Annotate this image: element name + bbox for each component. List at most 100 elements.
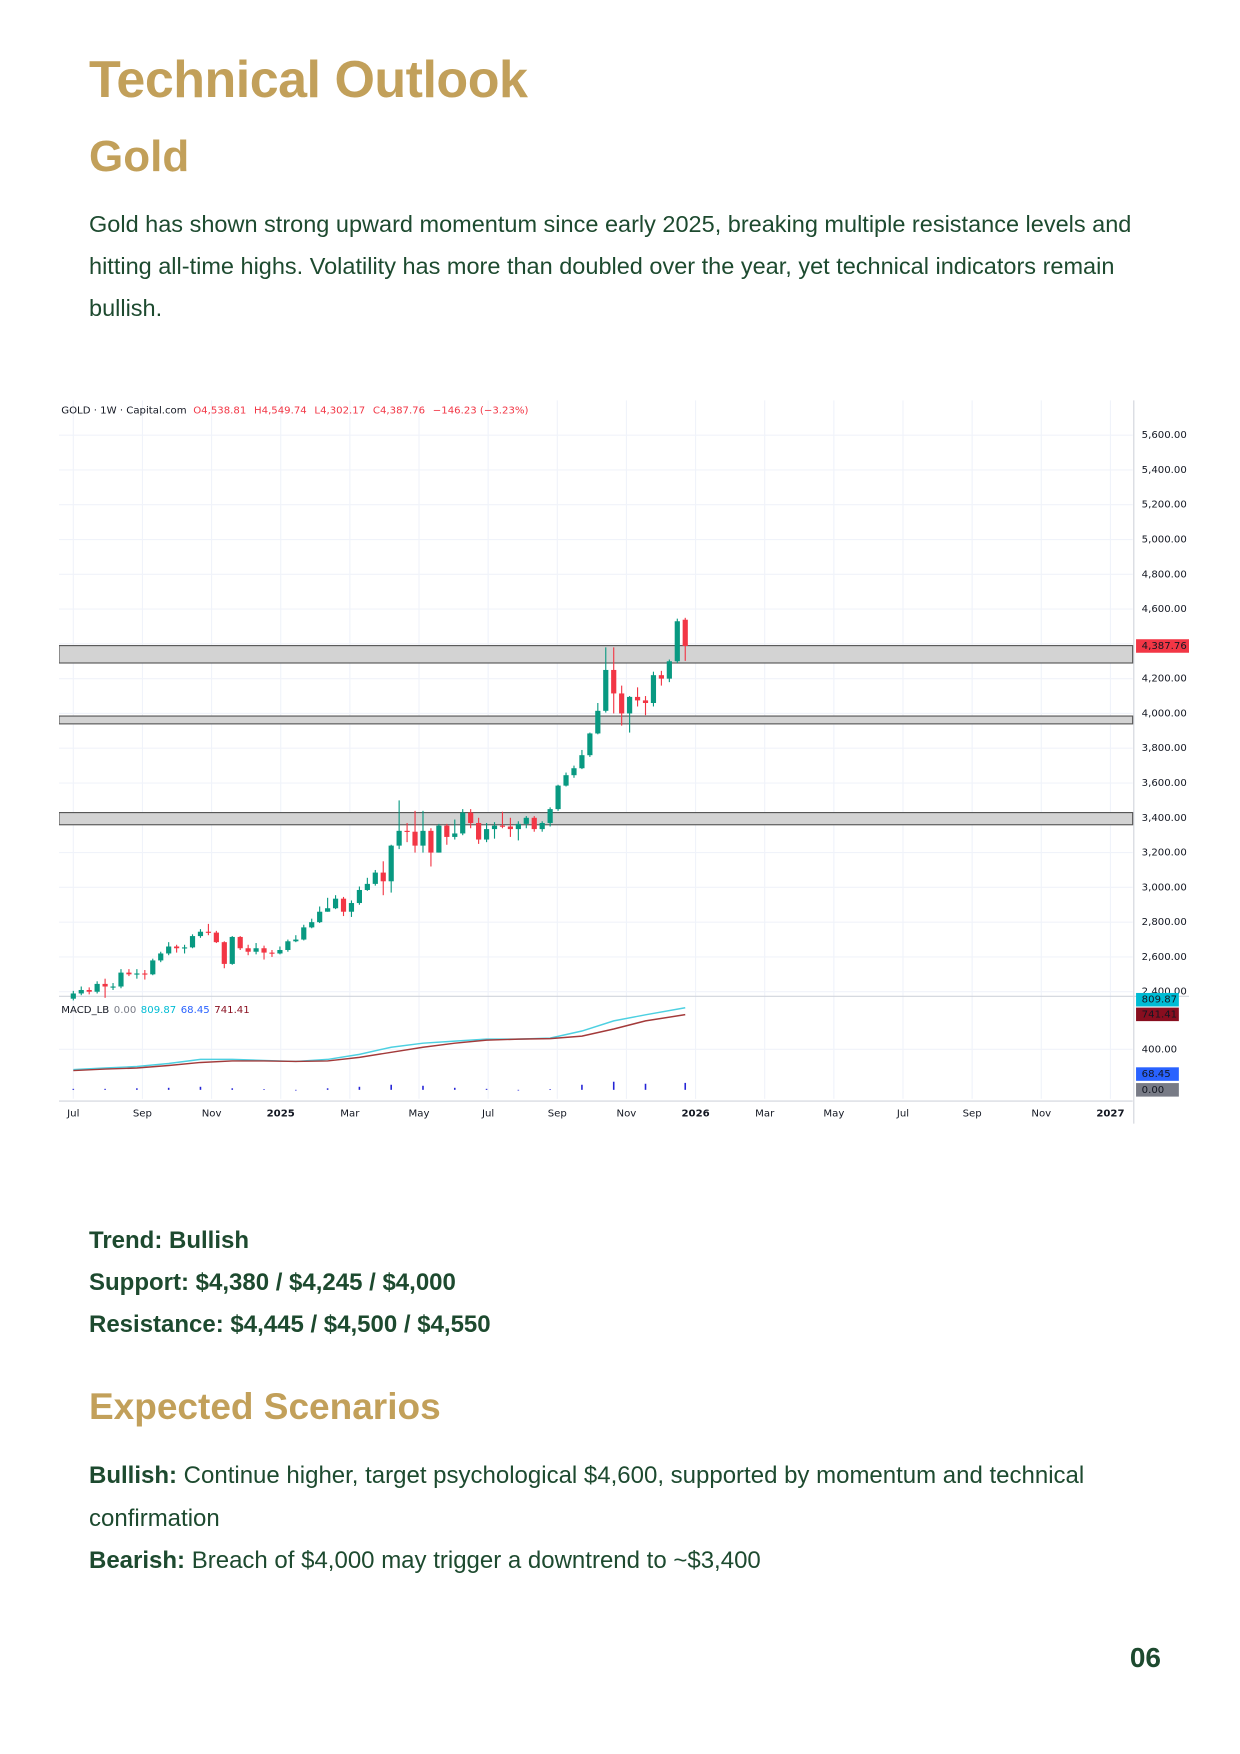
candle-body: [181, 947, 188, 949]
y-tick-label: 3,800.00: [1142, 743, 1187, 754]
candle-body: [261, 948, 267, 953]
y-tick-label: 4,200.00: [1142, 674, 1187, 685]
macd-value-box: [1136, 1083, 1179, 1097]
histogram-bar: [263, 1089, 265, 1091]
candle-body: [579, 755, 585, 769]
candle-body: [221, 942, 227, 964]
x-tick-label: Nov: [1031, 1109, 1051, 1120]
candle-body: [619, 693, 625, 714]
scenario-text: Breach of $4,000 may trigger a downtrend…: [191, 1547, 761, 1574]
candle-body: [380, 872, 386, 882]
macd-line: [73, 1013, 686, 1072]
candle-body: [483, 829, 490, 840]
y-tick-label: 400.00: [1142, 1044, 1177, 1055]
candle-body: [658, 675, 664, 679]
candle-body: [412, 831, 418, 846]
ohlc-close: C4,387.76: [373, 405, 425, 416]
macd-value-box: [1136, 1067, 1179, 1081]
candle-body: [682, 619, 688, 646]
candle-body: [468, 812, 474, 824]
macd-value-label: 0.00: [1142, 1085, 1165, 1096]
candle-body: [539, 823, 545, 830]
candle-body: [563, 775, 569, 786]
candle-body: [650, 675, 657, 704]
macd-value-label: 809.87: [1142, 995, 1177, 1006]
macd-legend-item: MACD_LB: [61, 1005, 109, 1016]
histogram-bar: [684, 1082, 687, 1090]
paragraph: Gold has shown strong upward momentum si…: [89, 211, 1132, 321]
macd-value-box: [1136, 992, 1179, 1007]
chart: Jul Sep Nov 2025 Mar May Jul Sep Nov 2026 Mar May Ju…: [59, 400, 1189, 1124]
candle-body: [523, 817, 529, 824]
zone: [59, 812, 1134, 826]
candle-body: [245, 948, 251, 952]
y-tick-label: 2,600.00: [1142, 952, 1187, 963]
x-tick-label: Mar: [340, 1109, 360, 1120]
macd-value-box: [1136, 1007, 1179, 1022]
histogram-bar: [390, 1084, 392, 1090]
histogram-bar: [581, 1084, 583, 1090]
candle-body: [325, 908, 331, 912]
histogram-bar: [612, 1081, 615, 1090]
histogram-bar: [517, 1089, 520, 1091]
candle-body: [189, 936, 196, 948]
x-tick-label: Nov: [617, 1109, 637, 1120]
candle-body: [356, 889, 362, 904]
scenario-label: Bearish:: [89, 1547, 186, 1574]
y-tick-label: 3,200.00: [1142, 848, 1187, 859]
candle-body: [197, 931, 204, 937]
histogram-bar: [199, 1086, 202, 1090]
last-price-label: 4,387.76: [1142, 641, 1187, 652]
y-tick-label: 5,200.00: [1142, 500, 1187, 511]
last-price-box: [1136, 639, 1189, 653]
candle-body: [118, 972, 124, 987]
y-tick-label: 4,600.00: [1142, 604, 1187, 615]
candle-body: [309, 922, 315, 928]
candle-body: [134, 973, 140, 975]
macd-legend: MACD_LB 0.00 809.87 68.45 741.41: [61, 1005, 249, 1016]
candle-body: [340, 898, 347, 912]
candle-body: [666, 661, 672, 679]
page-subtitle: Gold: [89, 132, 190, 181]
candle-body: [642, 700, 649, 704]
resistance: Resistance: $4,445 / $4,500 / $4,550: [89, 1311, 491, 1338]
candle-body: [634, 696, 641, 701]
x-tick-label: Mar: [755, 1109, 775, 1120]
candle-body: [587, 733, 593, 756]
candle-body: [364, 883, 370, 890]
histogram-bar: [104, 1088, 106, 1090]
candle-body: [531, 817, 537, 830]
candle-body: [515, 823, 521, 830]
x-tick-label: Jul: [896, 1109, 909, 1120]
candle-body: [603, 669, 609, 711]
candle-body: [253, 948, 259, 952]
candle-body: [70, 993, 76, 999]
trend: Trend: Bullish: [89, 1227, 250, 1254]
chart-legend: GOLD · 1W · Capital.com O4,538.81 H4,549…: [61, 405, 528, 416]
histogram-bar: [231, 1088, 234, 1090]
page-title: Technical Outlook: [89, 51, 528, 109]
zone: [59, 645, 1134, 664]
macd-legend-item: 809.87: [141, 1005, 176, 1016]
candle-body: [595, 710, 601, 734]
y-tick-label: 3,000.00: [1142, 882, 1187, 893]
histogram-bar: [295, 1089, 297, 1091]
candle-body: [277, 949, 283, 954]
x-tick-label: Sep: [133, 1109, 152, 1120]
candle-body: [317, 911, 323, 923]
macd-legend-item: 0.00: [114, 1005, 137, 1016]
histogram-bar: [167, 1087, 170, 1090]
scenario: Bullish: Continue higher, target psychol…: [89, 1455, 1164, 1540]
x-tick-label: 2026: [681, 1109, 709, 1120]
x-tick-label: 2025: [267, 1109, 295, 1120]
ohlc-low: L4,302.17: [314, 405, 365, 416]
x-tick-label: Jul: [66, 1109, 79, 1120]
x-tick-label: 2027: [1096, 1109, 1124, 1120]
candle-body: [396, 830, 402, 846]
candle-body: [94, 983, 100, 992]
candle-body: [388, 845, 394, 882]
histogram-bar: [136, 1088, 138, 1090]
y-tick-label: 5,600.00: [1142, 430, 1187, 441]
x-tick-label: May: [823, 1109, 844, 1120]
